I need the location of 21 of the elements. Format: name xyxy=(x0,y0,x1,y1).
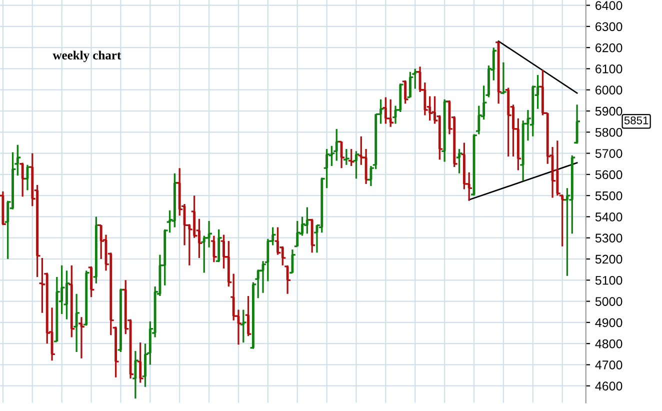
y-tick-label: 5900 xyxy=(595,106,622,116)
text: weekly chart xyxy=(52,50,122,62)
y-tick-label: 4700 xyxy=(595,360,622,370)
y-tick-label: 6400 xyxy=(596,1,622,10)
y-tick-label: 6000 xyxy=(596,86,622,95)
y-tick-label: 5300 xyxy=(595,234,622,243)
text: 5851 xyxy=(624,116,648,124)
y-tick-label: 5800 xyxy=(595,128,622,137)
y-tick-label: 6200 xyxy=(596,43,622,52)
y-tick-label: 5700 xyxy=(595,149,622,158)
y-tick-label: 5000 xyxy=(595,297,622,306)
y-tick-label: 5600 xyxy=(595,170,622,180)
y-tick-label: 6100 xyxy=(596,64,622,74)
y-tick-label: 4900 xyxy=(595,318,622,328)
y-tick-label: 5500 xyxy=(595,191,622,200)
y-tick-label: 5400 xyxy=(595,212,622,222)
y-tick-label: 5100 xyxy=(595,276,622,285)
y-tick-label: 4600 xyxy=(595,382,622,391)
y-tick-label: 5200 xyxy=(595,254,622,264)
y-tick-label: 6300 xyxy=(596,22,622,32)
y-tick-label: 4800 xyxy=(595,339,622,348)
